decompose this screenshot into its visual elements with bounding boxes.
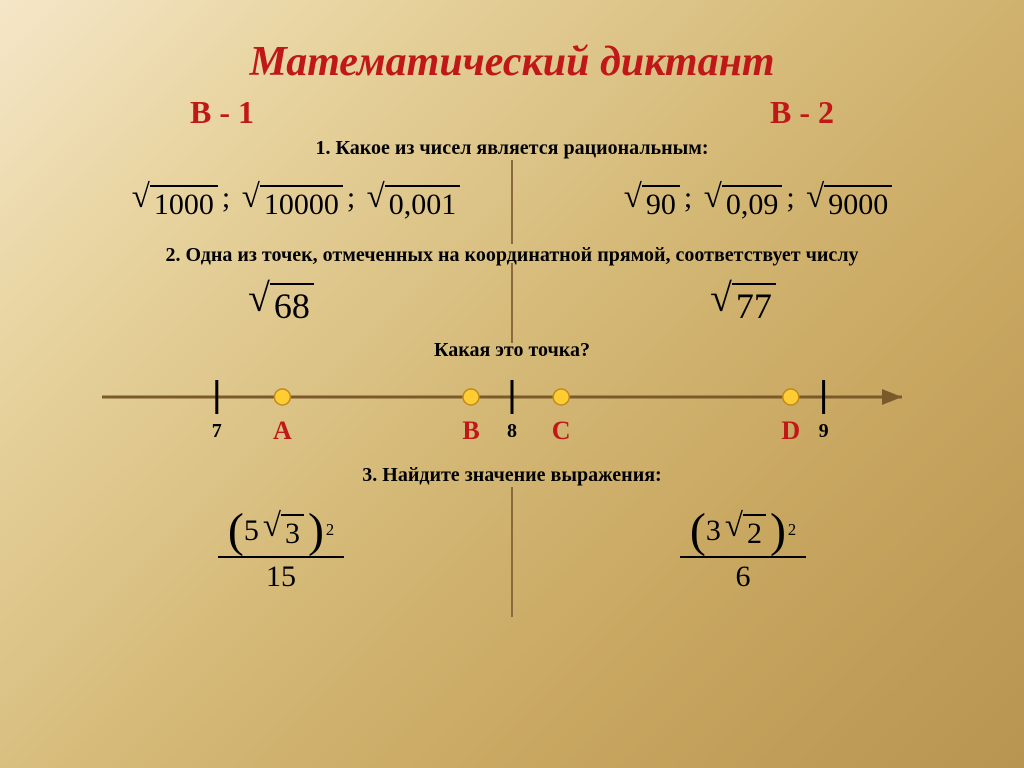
q1-row: √1000; √10000; √0,001 √90; √0,09; √9000	[50, 170, 974, 234]
q3-row: ( 5 √3 ) 2 15 ( 3 √2 ) 2	[50, 497, 974, 607]
q1-right: √90; √0,09; √9000	[620, 181, 897, 223]
divider-icon	[511, 487, 513, 617]
q2-right: √77	[706, 278, 780, 329]
divider-icon	[511, 160, 513, 244]
point-label: B	[462, 416, 479, 446]
variant-row: В - 1 В - 2	[50, 94, 974, 131]
sqrt-expr: √9000	[806, 181, 892, 223]
point-label: D	[781, 416, 800, 446]
q3-right: ( 3 √2 ) 2 6	[680, 510, 806, 594]
sqrt-expr: √90	[624, 181, 680, 223]
number-line-svg	[102, 372, 922, 422]
slide: Математический диктант В - 1 В - 2 1. Ка…	[0, 0, 1024, 768]
tick-label: 9	[819, 420, 829, 443]
sqrt-expr: √10000	[242, 181, 343, 223]
point-label: A	[273, 416, 292, 446]
q1-prompt: 1. Какое из чисел является рациональным:	[50, 137, 974, 160]
sqrt-expr: √0,09	[704, 181, 783, 223]
slide-title: Математический диктант	[50, 38, 974, 86]
tick-label: 7	[212, 420, 222, 443]
tick-label: 8	[507, 420, 517, 443]
divider-icon	[511, 263, 513, 343]
q1-left: √1000; √10000; √0,001	[128, 181, 465, 223]
variant-left: В - 1	[190, 94, 254, 131]
sqrt-expr: √1000	[132, 181, 218, 223]
q2-row: √68 √77	[50, 273, 974, 333]
number-line: 7 8 9 A B C D	[102, 372, 922, 452]
q2-left: √68	[244, 278, 318, 329]
q3-left: ( 5 √3 ) 2 15	[218, 510, 344, 594]
point-label: C	[552, 416, 571, 446]
variant-right: В - 2	[770, 94, 834, 131]
sqrt-expr: √0,001	[367, 181, 461, 223]
q3-prompt: 3. Найдите значение выражения:	[50, 464, 974, 487]
